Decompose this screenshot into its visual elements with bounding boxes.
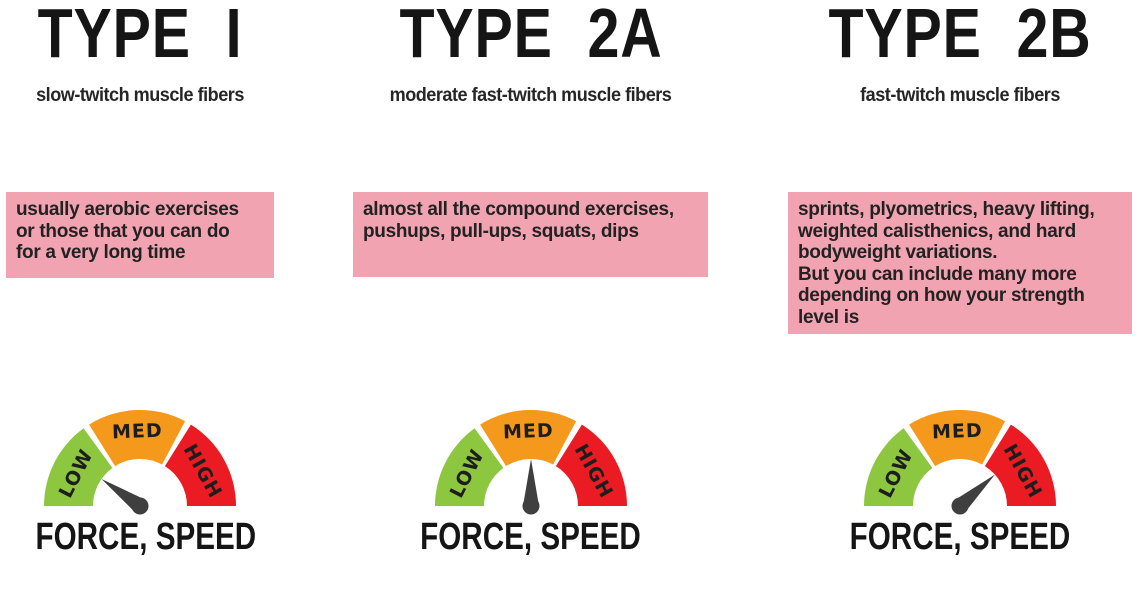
gauge-segment-med (89, 409, 186, 467)
gauge-caption: FORCE, SPEED (35, 516, 257, 558)
gauge-needle (522, 459, 539, 506)
column-type-1: TYPE I slow-twitch muscle fibers usually… (6, 0, 274, 605)
exercise-note-box: sprints, plyometrics, heavy lifting, wei… (788, 192, 1132, 334)
gauge-label-med: MED (502, 420, 553, 444)
gauge-segment-high (984, 424, 1056, 506)
gauge-segment-low (44, 428, 113, 506)
gauge-label-med: MED (112, 420, 163, 444)
force-speed-gauge: LOW MED HIGH (860, 404, 1060, 518)
gauge-needle (101, 479, 145, 513)
gauge-caption: FORCE, SPEED (420, 516, 641, 558)
gauge-segment-low (434, 428, 503, 506)
force-speed-gauge: LOW MED HIGH (40, 404, 240, 518)
column-type-2a: TYPE 2A moderate fast-twitch muscle fibe… (353, 0, 708, 605)
column-title: TYPE 2A (398, 0, 663, 72)
gauge-segment-high (164, 424, 236, 506)
gauge-segment-high (555, 424, 627, 506)
gauge-caption: FORCE, SPEED (849, 516, 1071, 558)
force-speed-gauge: LOW MED HIGH (431, 404, 631, 518)
gauge-needle (954, 474, 995, 512)
column-title: TYPE I (37, 0, 243, 72)
exercise-note-box: almost all the compound exercises, pushu… (353, 192, 708, 277)
gauge-label-med: MED (932, 420, 983, 444)
gauge-segment-med (479, 409, 576, 467)
exercise-note-box: usually aerobic exercises or those that … (6, 192, 274, 278)
gauge-segment-med (909, 409, 1006, 467)
column-subtitle: fast-twitch muscle fibers (860, 85, 1060, 106)
column-subtitle: slow-twitch muscle fibers (36, 85, 244, 106)
column-type-2b: TYPE 2B fast-twitch muscle fibers sprint… (788, 0, 1132, 605)
gauge-segment-low (864, 428, 933, 506)
column-title: TYPE 2B (828, 0, 1092, 72)
column-subtitle: moderate fast-twitch muscle fibers (389, 85, 672, 106)
